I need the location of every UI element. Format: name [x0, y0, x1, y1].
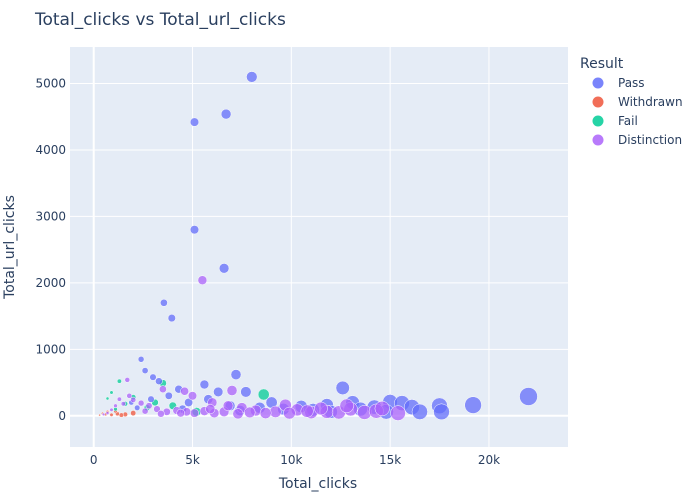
data-point-distinction: [159, 385, 167, 394]
data-point-distinction: [157, 410, 165, 418]
data-point-distinction: [187, 391, 198, 401]
data-point-distinction: [339, 398, 354, 413]
x-gridlines: [92, 47, 490, 447]
y-tick-label: 2000: [35, 276, 66, 290]
data-point-distinction: [197, 275, 208, 285]
data-point-pass: [230, 369, 242, 380]
y-tick-labels: 0 1000 2000 3000 4000 5000: [35, 77, 66, 423]
data-point-pass: [141, 367, 149, 374]
data-point-pass: [147, 395, 155, 403]
data-point-distinction: [205, 404, 216, 415]
x-tick-labels: 0 5k 10k 15k 20k: [90, 453, 500, 467]
data-point-pass: [155, 377, 163, 385]
data-point-distinction: [141, 407, 149, 415]
data-point-distinction: [259, 407, 272, 419]
data-point-fail: [116, 378, 122, 384]
data-point-fail: [105, 396, 110, 401]
data-point-distinction: [124, 377, 131, 383]
data-point-distinction: [109, 407, 114, 412]
legend-label-fail[interactable]: Fail: [618, 114, 638, 128]
legend-marker-fail: [592, 115, 604, 127]
data-point-distinction: [222, 400, 234, 412]
data-point-pass: [164, 391, 173, 400]
data-point-withdrawn: [130, 410, 137, 417]
data-point-distinction: [300, 404, 314, 418]
data-point-distinction: [101, 412, 106, 417]
data-point-pass: [464, 396, 482, 414]
data-point-pass: [137, 356, 145, 363]
legend-label-pass[interactable]: Pass: [618, 76, 645, 90]
y-tick-label: 5000: [35, 77, 66, 91]
legend: Result Pass Withdrawn Fail Distinction: [580, 56, 683, 147]
data-point-pass: [519, 387, 538, 406]
y-tick-label: 1000: [35, 342, 66, 356]
x-tick-label: 20k: [478, 453, 500, 467]
data-point-distinction: [113, 403, 118, 409]
data-point-pass: [184, 398, 194, 407]
data-point-fail: [257, 388, 270, 401]
legend-marker-withdrawn: [592, 96, 604, 108]
data-point-pass: [199, 379, 210, 390]
data-point-distinction: [189, 408, 200, 418]
data-point-pass: [149, 373, 157, 381]
plot-background: [70, 47, 568, 447]
data-point-pass: [433, 403, 450, 421]
data-point-pass: [134, 404, 141, 411]
data-point-distinction: [314, 401, 328, 416]
legend-label-withdrawn[interactable]: Withdrawn: [618, 95, 683, 109]
data-points: [98, 71, 538, 421]
legend-label-distinction[interactable]: Distinction: [618, 133, 682, 147]
x-tick-label: 5k: [185, 453, 200, 467]
data-point-pass: [411, 403, 428, 420]
data-point-withdrawn: [98, 413, 101, 417]
data-point-distinction: [120, 401, 126, 407]
data-point-pass: [220, 108, 232, 120]
data-point-withdrawn: [118, 412, 124, 418]
y-tick-label: 3000: [35, 209, 66, 223]
data-point-distinction: [137, 399, 145, 407]
data-point-distinction: [232, 408, 244, 420]
data-point-distinction: [226, 385, 238, 396]
data-point-distinction: [126, 392, 133, 399]
data-point-distinction: [374, 400, 390, 417]
data-point-pass: [160, 298, 168, 307]
x-tick-label: 10k: [280, 453, 302, 467]
data-point-pass: [246, 71, 258, 83]
data-point-distinction: [105, 411, 110, 415]
legend-marker-pass: [592, 77, 604, 89]
data-point-distinction: [145, 402, 153, 410]
data-point-pass: [335, 380, 350, 395]
x-axis-title: Total_clicks: [278, 476, 357, 492]
data-point-distinction: [269, 405, 282, 418]
data-point-distinction: [390, 405, 406, 421]
data-point-pass: [167, 314, 176, 323]
data-point-withdrawn: [109, 412, 114, 417]
y-axis-title: Total_url_clicks: [2, 195, 18, 300]
data-point-pass: [240, 386, 252, 398]
x-tick-label: 0: [90, 453, 98, 467]
chart-title: Total_clicks vs Total_url_clicks: [34, 10, 286, 30]
data-point-distinction: [176, 408, 185, 418]
data-point-pass: [189, 117, 200, 127]
data-point-fail: [109, 390, 114, 395]
y-tick-label: 4000: [35, 143, 66, 157]
data-point-pass: [189, 225, 200, 235]
data-point-distinction: [116, 396, 122, 402]
data-point-distinction: [180, 386, 189, 396]
data-point-distinction: [283, 406, 296, 420]
y-gridlines: [70, 83, 568, 417]
y-tick-label: 0: [58, 409, 66, 423]
data-point-distinction: [244, 406, 256, 419]
legend-marker-distinction: [592, 134, 604, 146]
data-point-distinction: [130, 396, 137, 403]
x-tick-label: 15k: [379, 453, 401, 467]
legend-title: Result: [580, 56, 624, 72]
data-point-pass: [213, 386, 224, 397]
data-point-pass: [218, 263, 230, 274]
